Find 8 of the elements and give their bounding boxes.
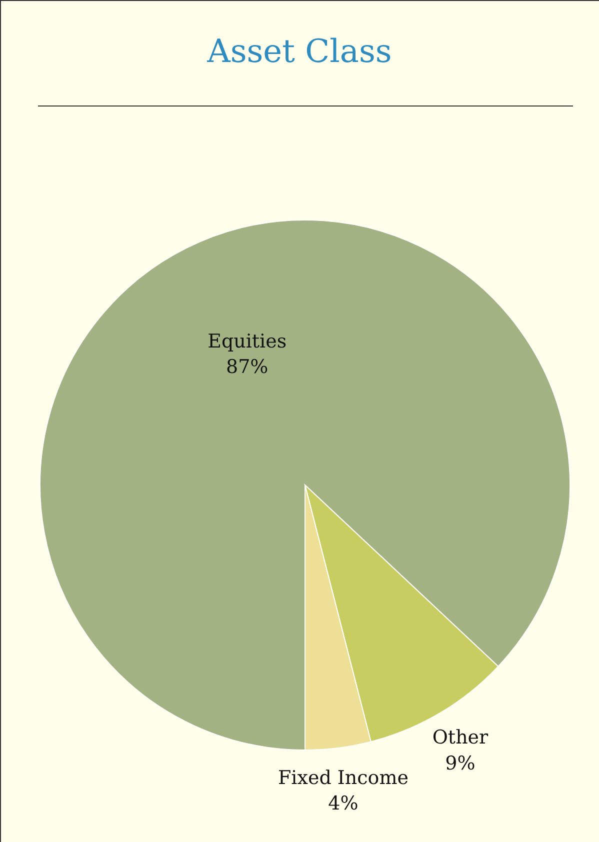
slice-label: Fixed Income — [278, 766, 408, 789]
chart-title: Asset Class — [206, 32, 392, 70]
pie-slice — [40, 220, 570, 750]
slice-label: Other — [432, 726, 490, 749]
slice-label: Equities — [208, 330, 287, 352]
data-label: 9% — [445, 752, 476, 774]
data-label: 87% — [226, 356, 268, 378]
data-label: 4% — [328, 792, 358, 814]
